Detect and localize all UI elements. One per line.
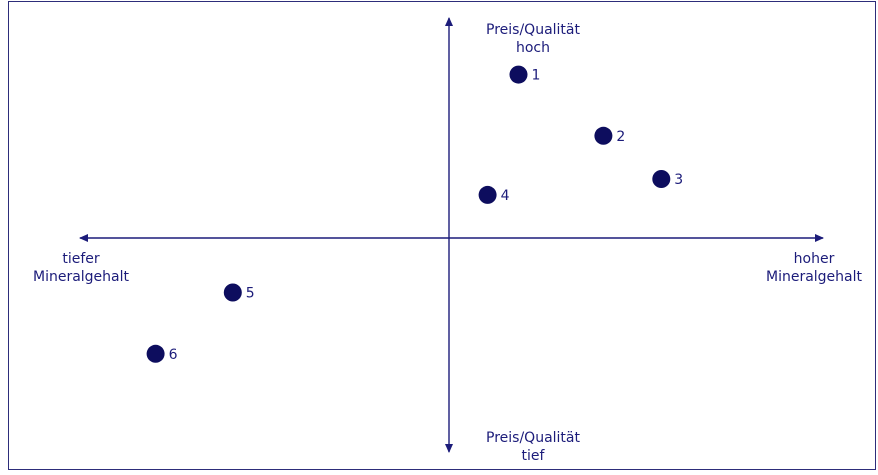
axis-label-line: Mineralgehalt: [765, 269, 862, 285]
map-point-6: 6: [146, 344, 178, 363]
map-point-5: 5: [223, 283, 255, 302]
map-point-label: 3: [674, 172, 683, 188]
points-layer: 1 2 3 4 5 6: [146, 65, 683, 363]
map-point-marker: [509, 65, 528, 84]
map-point-marker: [223, 283, 242, 302]
axis-label-line: Mineralgehalt: [32, 269, 129, 285]
map-point-2: 2: [594, 126, 625, 145]
map-point-label: 4: [501, 188, 510, 204]
map-point-label: 2: [616, 129, 625, 145]
map-point-marker: [594, 126, 613, 145]
map-frame: [8, 1, 876, 470]
axis-label-mineral-low: tiefer Mineralgehalt: [6, 250, 156, 286]
map-point-4: 4: [478, 185, 510, 204]
axis-label-line: Preis/Qualität: [486, 22, 580, 38]
map-point-label: 1: [532, 68, 541, 84]
map-point-label: 5: [246, 286, 255, 302]
axis-label-price-low: Preis/Qualität tief: [466, 429, 600, 465]
axis-label-line: hoher: [793, 251, 835, 267]
map-point-marker: [652, 170, 671, 188]
axis-label-line: tief: [521, 448, 545, 464]
axis-label-line: tiefer: [62, 251, 100, 267]
map-point-marker: [478, 185, 497, 204]
axis-label-line: hoch: [515, 40, 550, 56]
axis-label-price-high: Preis/Qualität hoch: [466, 21, 600, 57]
map-point-marker: [146, 344, 165, 363]
map-point-1: 1: [509, 65, 541, 84]
map-point-label: 6: [169, 347, 178, 363]
axis-label-line: Preis/Qualität: [486, 430, 580, 446]
axis-label-mineral-high: hoher Mineralgehalt: [752, 250, 876, 286]
map-point-3: 3: [652, 170, 683, 188]
